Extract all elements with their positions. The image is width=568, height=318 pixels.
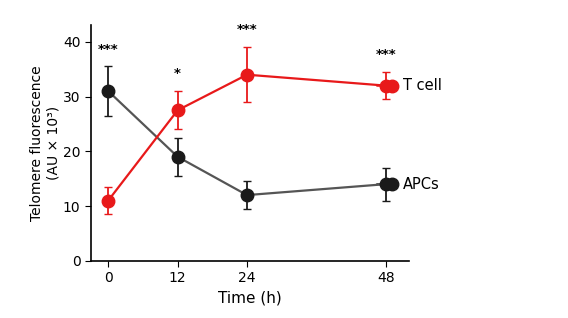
Text: APCs: APCs [403, 176, 440, 192]
X-axis label: Time (h): Time (h) [218, 291, 282, 306]
Text: ***: *** [237, 24, 257, 36]
Text: T cell: T cell [403, 78, 442, 93]
Text: ***: *** [375, 48, 396, 61]
Text: *: * [174, 67, 181, 80]
Text: ***: *** [98, 43, 119, 56]
Y-axis label: Telomere fluorescence
(AU × 10³): Telomere fluorescence (AU × 10³) [30, 65, 60, 221]
